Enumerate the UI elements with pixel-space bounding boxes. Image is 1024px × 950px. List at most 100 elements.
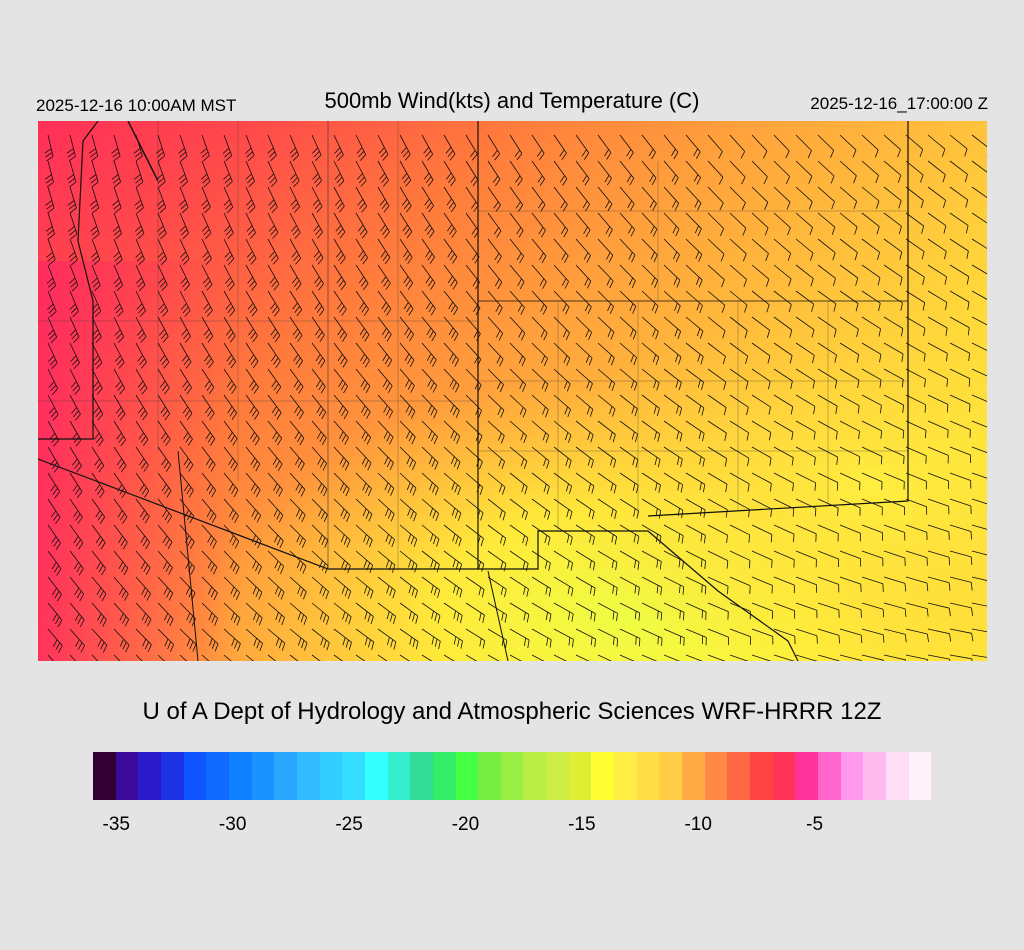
wind-barb (113, 498, 128, 524)
wind-barb (509, 420, 527, 444)
wind-barb (487, 160, 501, 187)
wind-barb (487, 186, 501, 212)
wind-barb (399, 238, 413, 265)
wind-barb (245, 420, 260, 446)
wind-barb (421, 576, 441, 598)
wind-barb (729, 264, 747, 288)
wind-barb (47, 342, 58, 369)
wind-barb (135, 628, 152, 653)
wind-barb (156, 186, 167, 214)
wind-barb (773, 524, 795, 543)
wind-barb (487, 602, 507, 623)
colorbar-swatch (568, 752, 592, 800)
wind-barb (245, 550, 262, 575)
wind-barb (817, 212, 836, 235)
wind-barb (597, 264, 614, 289)
wind-barb (179, 394, 193, 421)
wind-barb (773, 472, 794, 492)
wind-barb (399, 628, 419, 650)
wind-barb (201, 264, 213, 291)
wind-barb (91, 368, 103, 395)
wind-barb (289, 238, 302, 265)
wind-barb (157, 290, 169, 317)
wind-barb (641, 368, 660, 391)
wind-barb (839, 238, 858, 261)
wind-barb (619, 524, 640, 545)
wind-barb (509, 186, 524, 212)
wind-barb (421, 238, 435, 264)
wind-barb (377, 576, 396, 599)
wind-barb (949, 316, 970, 336)
wind-barb (817, 316, 837, 338)
wind-barb (839, 602, 862, 618)
wind-barb (201, 368, 215, 395)
wind-barb (69, 316, 80, 343)
wind-barb (421, 420, 438, 445)
wind-barb (421, 368, 438, 393)
wind-barb (377, 550, 396, 573)
colorbar-swatch (138, 752, 161, 800)
wind-barb (927, 160, 946, 183)
wind-barb (267, 212, 279, 239)
wind-barb (861, 160, 879, 184)
wind-barb (773, 550, 795, 568)
wind-barb (399, 342, 415, 368)
wind-barb (795, 238, 814, 261)
wind-barb (179, 290, 191, 317)
wind-barb (443, 290, 459, 316)
wind-barb (399, 472, 417, 496)
wind-barb (751, 368, 771, 390)
wind-barb (333, 524, 351, 548)
wind-barb (90, 238, 101, 266)
wind-barb (597, 628, 619, 647)
wind-barb (575, 498, 595, 520)
wind-barb (421, 186, 434, 213)
wind-barb (927, 576, 951, 591)
wind-barb (751, 186, 769, 210)
wind-barb (663, 394, 683, 416)
wind-barb (773, 446, 794, 466)
wind-barb (311, 498, 328, 523)
wind-barb (355, 342, 370, 368)
wind-barb (773, 134, 790, 159)
wind-barb (509, 160, 523, 187)
wind-barb (157, 602, 174, 627)
wind-barb (509, 238, 525, 264)
wind-barb (399, 498, 417, 522)
wind-barb (927, 316, 948, 336)
wind-barb (223, 472, 239, 498)
wind-barb (751, 134, 768, 159)
wind-barb (773, 290, 792, 313)
wind-barb (377, 420, 394, 445)
wind-barb (311, 602, 330, 625)
wind-barb (641, 212, 658, 237)
wind-barb (553, 654, 567, 661)
wind-barb (795, 420, 816, 440)
wind-barb (795, 342, 815, 364)
wind-barb (245, 238, 257, 265)
wind-barb (949, 160, 968, 183)
wind-barb (817, 602, 840, 618)
wind-barb (69, 446, 82, 473)
wind-barb (355, 186, 368, 213)
wind-barb (729, 186, 746, 211)
wind-barb (685, 368, 704, 391)
wind-barb (553, 576, 574, 597)
wind-barb (113, 628, 130, 653)
wind-barb (311, 264, 324, 291)
wind-barb (817, 446, 838, 465)
wind-barb (553, 524, 573, 546)
wind-barb (333, 420, 349, 445)
wind-barb (333, 342, 348, 368)
wind-barb (509, 498, 528, 521)
wind-barb (377, 472, 395, 496)
wind-barb (113, 394, 126, 421)
wind-barb (927, 290, 948, 311)
wind-barb (267, 602, 285, 626)
wind-barb (707, 186, 724, 211)
wind-barb (443, 472, 461, 496)
colorbar-swatch (863, 752, 886, 800)
wind-barb (399, 368, 415, 393)
wind-barb (883, 628, 907, 643)
wind-barb (597, 212, 613, 237)
